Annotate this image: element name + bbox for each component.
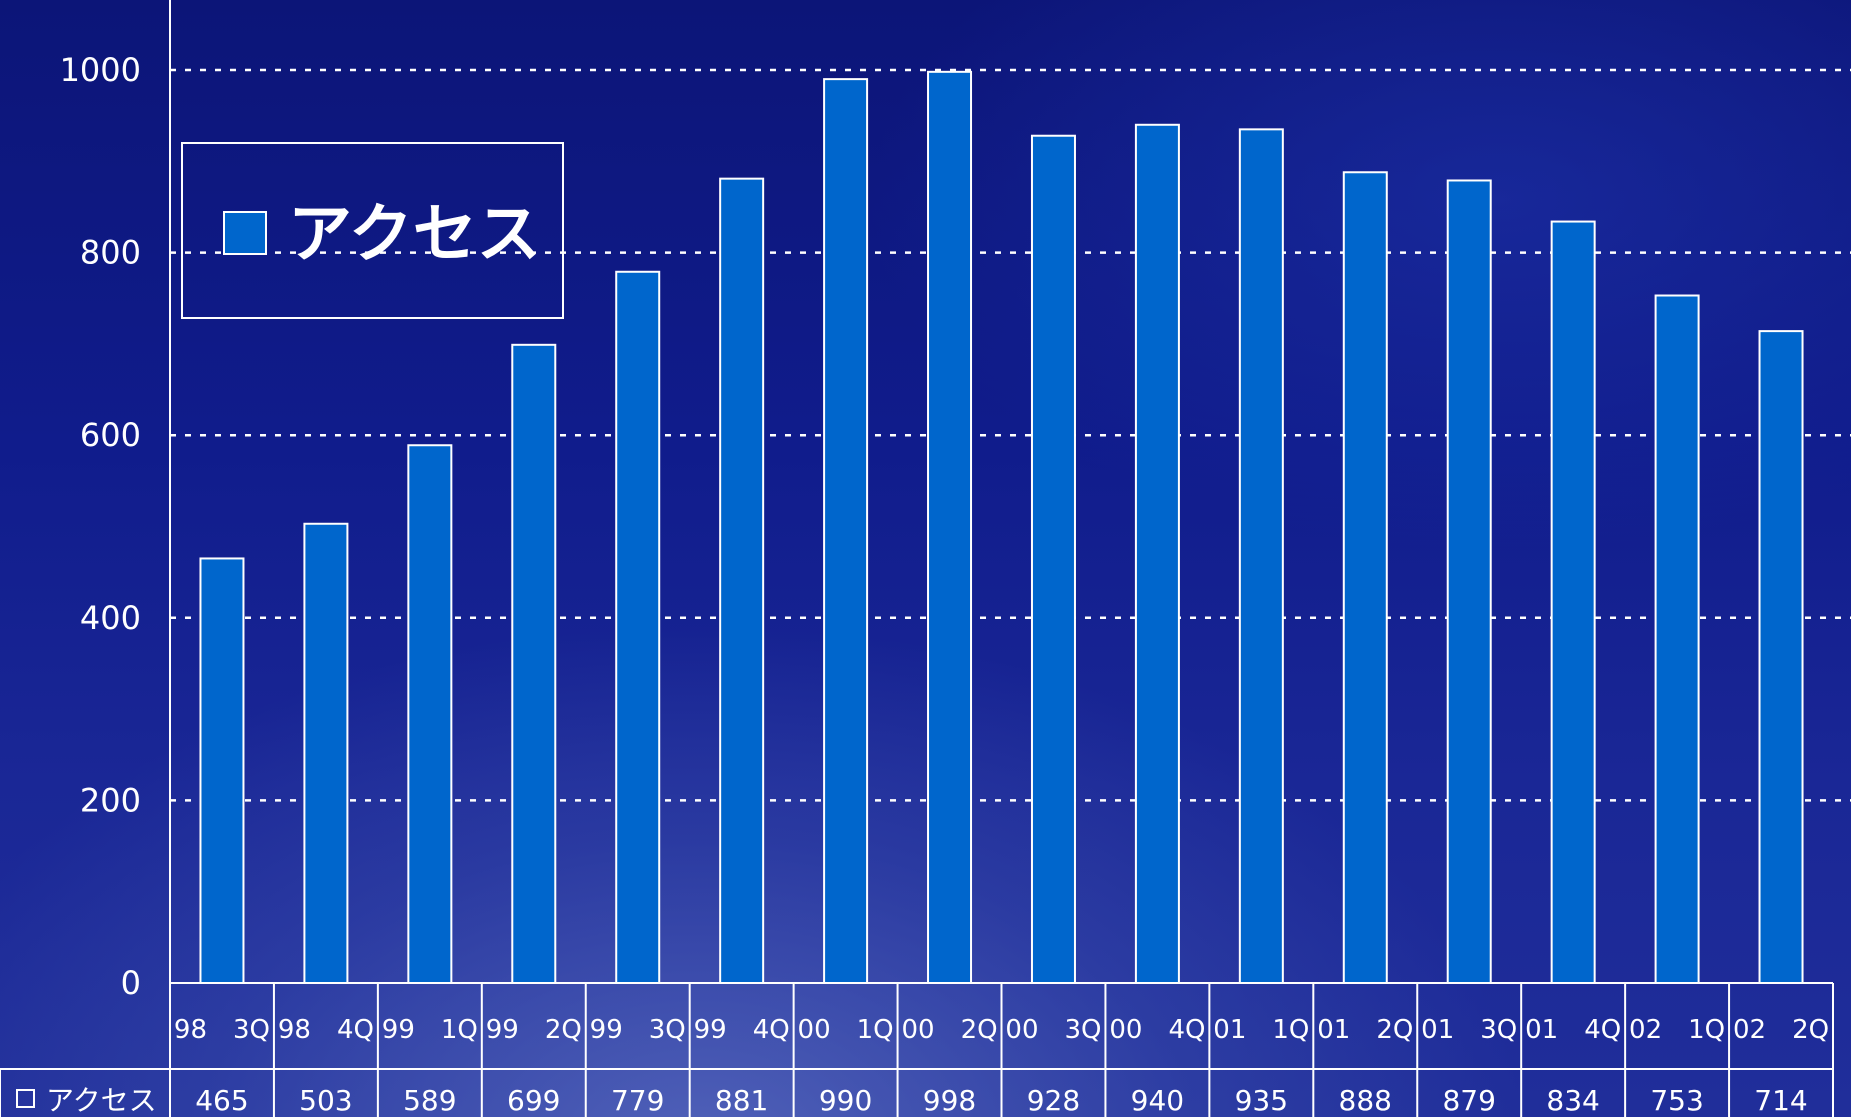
- data-value-label: 888: [1339, 1084, 1392, 1117]
- legend-label: アクセス: [288, 198, 541, 272]
- bar: [1342, 171, 1388, 985]
- data-value-label: 879: [1442, 1084, 1495, 1117]
- y-tick-label: 1000: [60, 51, 141, 89]
- x-tick-label: 00 1Q: [798, 1015, 894, 1045]
- bar: [615, 270, 661, 984]
- x-tick-label: 01 2Q: [1317, 1015, 1413, 1045]
- series-row-swatch: [16, 1089, 35, 1108]
- data-value-label: 589: [403, 1084, 456, 1117]
- legend: アクセス: [181, 142, 564, 319]
- bar: [511, 343, 557, 984]
- bar: [1238, 128, 1284, 985]
- bar: [199, 557, 245, 985]
- data-table: 98 3Q 98 4Q 99 1Q 99 2Q 99 3Q 99 4Q 00 1Q 00 2Q…: [0, 982, 1834, 1117]
- x-tick-label: 00 4Q: [1109, 1015, 1205, 1045]
- y-tick-label: 600: [80, 416, 141, 454]
- x-tick-label: 01 3Q: [1421, 1015, 1517, 1045]
- data-value-label: 928: [1027, 1084, 1080, 1117]
- bar: [1654, 294, 1700, 984]
- y-tick-label: 200: [80, 781, 141, 819]
- x-tick-label: 98 3Q: [174, 1015, 270, 1045]
- bar: [407, 444, 453, 985]
- x-tick-label: 02 1Q: [1629, 1015, 1725, 1045]
- bar-series: [199, 70, 1804, 985]
- bar: [1758, 330, 1804, 985]
- data-value-label: 935: [1235, 1084, 1288, 1117]
- legend-swatch: [223, 211, 267, 255]
- bar: [927, 70, 973, 985]
- data-value-label: 503: [299, 1084, 352, 1117]
- x-tick-label: 99 2Q: [486, 1015, 582, 1045]
- x-tick-label: 99 1Q: [382, 1015, 478, 1045]
- data-value-label: 753: [1650, 1084, 1703, 1117]
- series-row-label: アクセス: [46, 1084, 157, 1117]
- data-value-label: 990: [819, 1084, 872, 1117]
- x-tick-label: 01 4Q: [1525, 1015, 1621, 1045]
- data-value-label: 699: [507, 1084, 560, 1117]
- bar: [1030, 134, 1076, 984]
- legend-box: [181, 142, 564, 319]
- data-value-label: 465: [195, 1084, 248, 1117]
- y-tick-label: 400: [80, 599, 141, 637]
- x-tick-label: 02 2Q: [1733, 1015, 1829, 1045]
- x-tick-label: 99 3Q: [590, 1015, 686, 1045]
- x-tick-label: 98 4Q: [278, 1015, 374, 1045]
- x-tick-label: 01 1Q: [1213, 1015, 1309, 1045]
- data-value-label: 940: [1131, 1084, 1184, 1117]
- x-tick-label: 00 3Q: [1005, 1015, 1101, 1045]
- bar: [1134, 123, 1180, 984]
- bar: [1550, 220, 1596, 985]
- bar: [1446, 179, 1492, 984]
- data-value-label: 881: [715, 1084, 768, 1117]
- x-tick-label: 99 4Q: [694, 1015, 790, 1045]
- bar: [719, 177, 765, 985]
- data-value-label: 714: [1754, 1084, 1807, 1117]
- data-value-label: 998: [923, 1084, 976, 1117]
- bar: [303, 522, 349, 984]
- data-value-label: 834: [1546, 1084, 1599, 1117]
- y-tick-label: 0: [121, 964, 141, 1002]
- bar: [823, 78, 869, 984]
- y-axis: 0 200 400 600 800 1000: [60, 0, 171, 1002]
- y-tick-label: 800: [80, 234, 141, 272]
- data-value-label: 779: [611, 1084, 664, 1117]
- x-tick-label: 00 2Q: [901, 1015, 997, 1045]
